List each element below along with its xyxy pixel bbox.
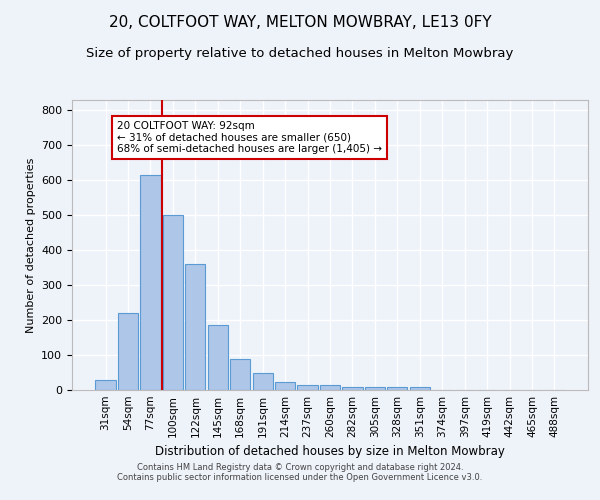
Bar — [365, 387, 385, 390]
Bar — [230, 360, 250, 390]
Text: 20, COLTFOOT WAY, MELTON MOWBRAY, LE13 0FY: 20, COLTFOOT WAY, MELTON MOWBRAY, LE13 0… — [109, 15, 491, 30]
Bar — [275, 382, 295, 390]
Bar — [298, 385, 317, 390]
Bar — [410, 387, 430, 390]
Bar — [163, 216, 183, 390]
Bar — [387, 387, 407, 390]
Bar — [185, 264, 205, 390]
Bar — [95, 380, 116, 390]
Bar — [253, 372, 273, 390]
X-axis label: Distribution of detached houses by size in Melton Mowbray: Distribution of detached houses by size … — [155, 446, 505, 458]
Text: Size of property relative to detached houses in Melton Mowbray: Size of property relative to detached ho… — [86, 48, 514, 60]
Bar — [208, 326, 228, 390]
Bar — [140, 175, 161, 390]
Text: Contains HM Land Registry data © Crown copyright and database right 2024.
Contai: Contains HM Land Registry data © Crown c… — [118, 463, 482, 482]
Bar — [320, 386, 340, 390]
Bar — [343, 387, 362, 390]
Text: 20 COLTFOOT WAY: 92sqm
← 31% of detached houses are smaller (650)
68% of semi-de: 20 COLTFOOT WAY: 92sqm ← 31% of detached… — [117, 121, 382, 154]
Bar — [118, 313, 138, 390]
Y-axis label: Number of detached properties: Number of detached properties — [26, 158, 35, 332]
